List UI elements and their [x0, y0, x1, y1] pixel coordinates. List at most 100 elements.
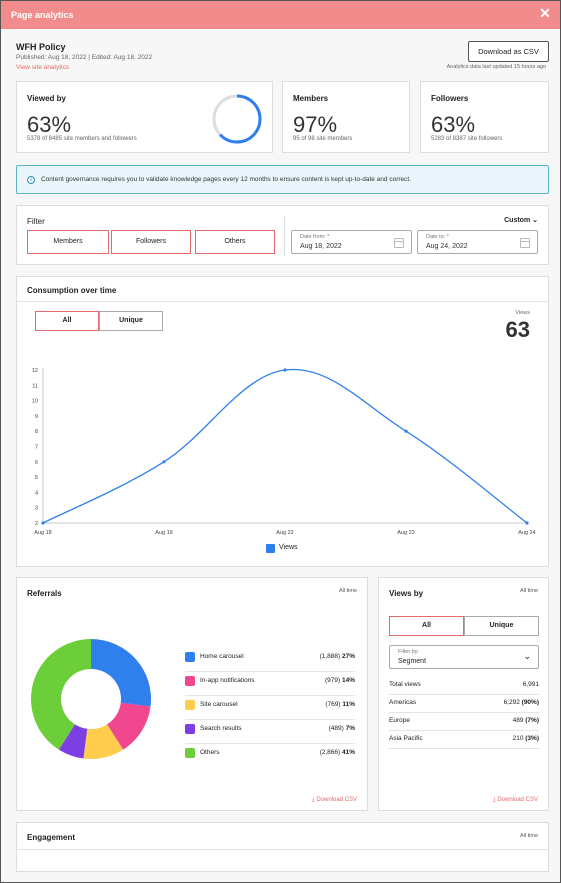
- y-tick-label: 8: [35, 429, 38, 435]
- info-icon: i: [27, 176, 35, 184]
- referral-value: (489) 7%: [328, 725, 355, 732]
- data-point[interactable]: [41, 521, 45, 525]
- referral-row: Site carousel (769) 11%: [185, 696, 355, 720]
- x-tick-label: Aug 19: [155, 530, 172, 536]
- data-point[interactable]: [404, 429, 408, 433]
- engagement-scope: All time: [519, 833, 538, 839]
- dialog-title: Page analytics: [11, 10, 74, 20]
- chevron-down-icon: ⌄: [523, 651, 531, 661]
- donut-slice[interactable]: [83, 724, 124, 759]
- stat-title: Viewed by: [27, 94, 66, 103]
- viewed-ring-progress: [212, 94, 262, 144]
- segment-members-button[interactable]: Members: [27, 230, 109, 254]
- legend-swatch: [185, 724, 195, 734]
- y-tick-label: 5: [35, 475, 38, 481]
- x-tick-label: Aug 24: [518, 530, 535, 536]
- segment-filter-select[interactable]: Filter by: Segment ⌄: [389, 645, 539, 669]
- notice-text: Content governance requires you to valid…: [41, 176, 412, 183]
- calendar-icon[interactable]: [394, 238, 404, 248]
- views-by-value: 6,292 (90%): [503, 699, 539, 706]
- views-by-card: Views by All time All Unique Filter by: …: [378, 577, 549, 811]
- view-site-analytics-link[interactable]: View site analytics: [16, 64, 69, 71]
- x-tick-label: Aug 22: [276, 530, 293, 536]
- data-point[interactable]: [525, 521, 529, 525]
- views-by-row: Asia Pacific 210 (3%): [389, 731, 539, 749]
- date-from-field[interactable]: Date from: * Aug 18, 2022: [291, 230, 412, 254]
- referral-row: Others (2,866) 41%: [185, 744, 355, 768]
- views-by-label: Americas: [389, 699, 417, 706]
- date-from-value: Aug 18, 2022: [300, 243, 342, 250]
- close-icon[interactable]: ✕: [539, 5, 551, 21]
- stat-card-members: Members 97% 95 of 98 site members: [282, 81, 410, 153]
- referral-row: Search results (489) 7%: [185, 720, 355, 744]
- calendar-icon[interactable]: [520, 238, 530, 248]
- y-tick-label: 3: [35, 506, 38, 512]
- views-by-download-csv-link[interactable]: ⤓ Download CSV: [492, 797, 538, 803]
- legend-swatch: [185, 676, 195, 686]
- views-label: Views: [515, 310, 530, 316]
- card-divider: [17, 849, 548, 850]
- legend-label: Views: [279, 544, 298, 551]
- date-to-value: Aug 24, 2022: [426, 243, 468, 250]
- filter-by-value: Segment: [398, 658, 427, 665]
- views-by-toggle-all[interactable]: All: [389, 616, 464, 636]
- referral-value: (979) 14%: [324, 677, 355, 684]
- date-to-label: Date to: *: [426, 234, 449, 240]
- y-tick-label: 6: [35, 460, 38, 466]
- referral-label: Site carousel: [200, 701, 238, 708]
- referral-row: Home carousel (1,888) 27%: [185, 648, 355, 672]
- views-by-label: Europe: [389, 717, 410, 724]
- stat-value: 63%: [27, 112, 72, 137]
- views-series-line: [42, 368, 528, 524]
- filter-by-label: Filter by:: [398, 649, 420, 655]
- legend-swatch: [266, 544, 275, 553]
- data-point[interactable]: [162, 460, 166, 464]
- viewed-ring: [212, 94, 262, 144]
- card-divider: [17, 301, 548, 302]
- views-by-toggle-unique[interactable]: Unique: [464, 616, 539, 636]
- x-tick-label: Aug 23: [397, 530, 414, 536]
- download-csv-button[interactable]: Download as CSV: [468, 41, 549, 62]
- data-point[interactable]: [283, 368, 287, 372]
- donut-slice[interactable]: [58, 724, 88, 759]
- views-by-value: 210 (3%): [512, 735, 539, 742]
- donut-slice[interactable]: [91, 639, 151, 707]
- referral-label: In-app notifications: [200, 677, 255, 684]
- filter-card: Filter Members Followers Others Custom ⌄…: [16, 205, 549, 265]
- referrals-download-csv-link[interactable]: ⤓ Download CSV: [311, 797, 357, 803]
- stat-card-viewed-by: Viewed by 63% 5378 of 8485 site members …: [16, 81, 273, 153]
- views-by-label: Asia Pacific: [389, 735, 423, 742]
- segment-others-button[interactable]: Others: [195, 230, 275, 254]
- donut-slice[interactable]: [107, 702, 151, 750]
- filter-divider: [284, 216, 285, 256]
- y-tick-label: 7: [35, 445, 38, 451]
- range-dropdown[interactable]: Custom ⌄: [504, 216, 538, 224]
- range-label: Custom: [504, 217, 531, 224]
- x-tick-label: Aug 18: [34, 530, 51, 536]
- referral-value: (1,888) 27%: [319, 653, 355, 660]
- stat-subtitle: 5283 of 8387 site followers: [431, 136, 503, 142]
- toggle-unique[interactable]: Unique: [99, 311, 163, 331]
- segment-followers-button[interactable]: Followers: [111, 230, 191, 254]
- views-by-row: Americas 6,292 (90%): [389, 695, 539, 713]
- referral-label: Home carousel: [200, 653, 244, 660]
- consumption-line-chart: 2 3 4 5 6 7 8 9 10 11 12 Aug 18 Aug 19 Aug 22 Aug 23 Au…: [32, 368, 536, 536]
- stat-subtitle: 95 of 98 site members: [293, 136, 353, 142]
- engagement-title: Engagement: [27, 833, 76, 842]
- filter-title: Filter: [27, 217, 45, 226]
- referral-value: (769) 11%: [325, 701, 355, 708]
- toggle-all[interactable]: All: [35, 311, 99, 331]
- y-tick-label: 4: [35, 490, 38, 496]
- views-by-title: Views by: [389, 589, 424, 598]
- chevron-down-icon: ⌄: [532, 217, 538, 224]
- date-to-field[interactable]: Date to: * Aug 24, 2022: [417, 230, 538, 254]
- y-tick-label: 12: [32, 368, 38, 374]
- stat-title: Followers: [431, 94, 469, 103]
- referral-label: Search results: [200, 725, 242, 732]
- referrals-scope: All time: [338, 588, 357, 594]
- views-by-value: 489 (7%): [512, 717, 539, 724]
- donut-slice[interactable]: [30, 639, 91, 750]
- page-meta: Published: Aug 18, 2022 | Edited: Aug 18…: [16, 54, 153, 61]
- consumption-title: Consumption over time: [27, 286, 117, 295]
